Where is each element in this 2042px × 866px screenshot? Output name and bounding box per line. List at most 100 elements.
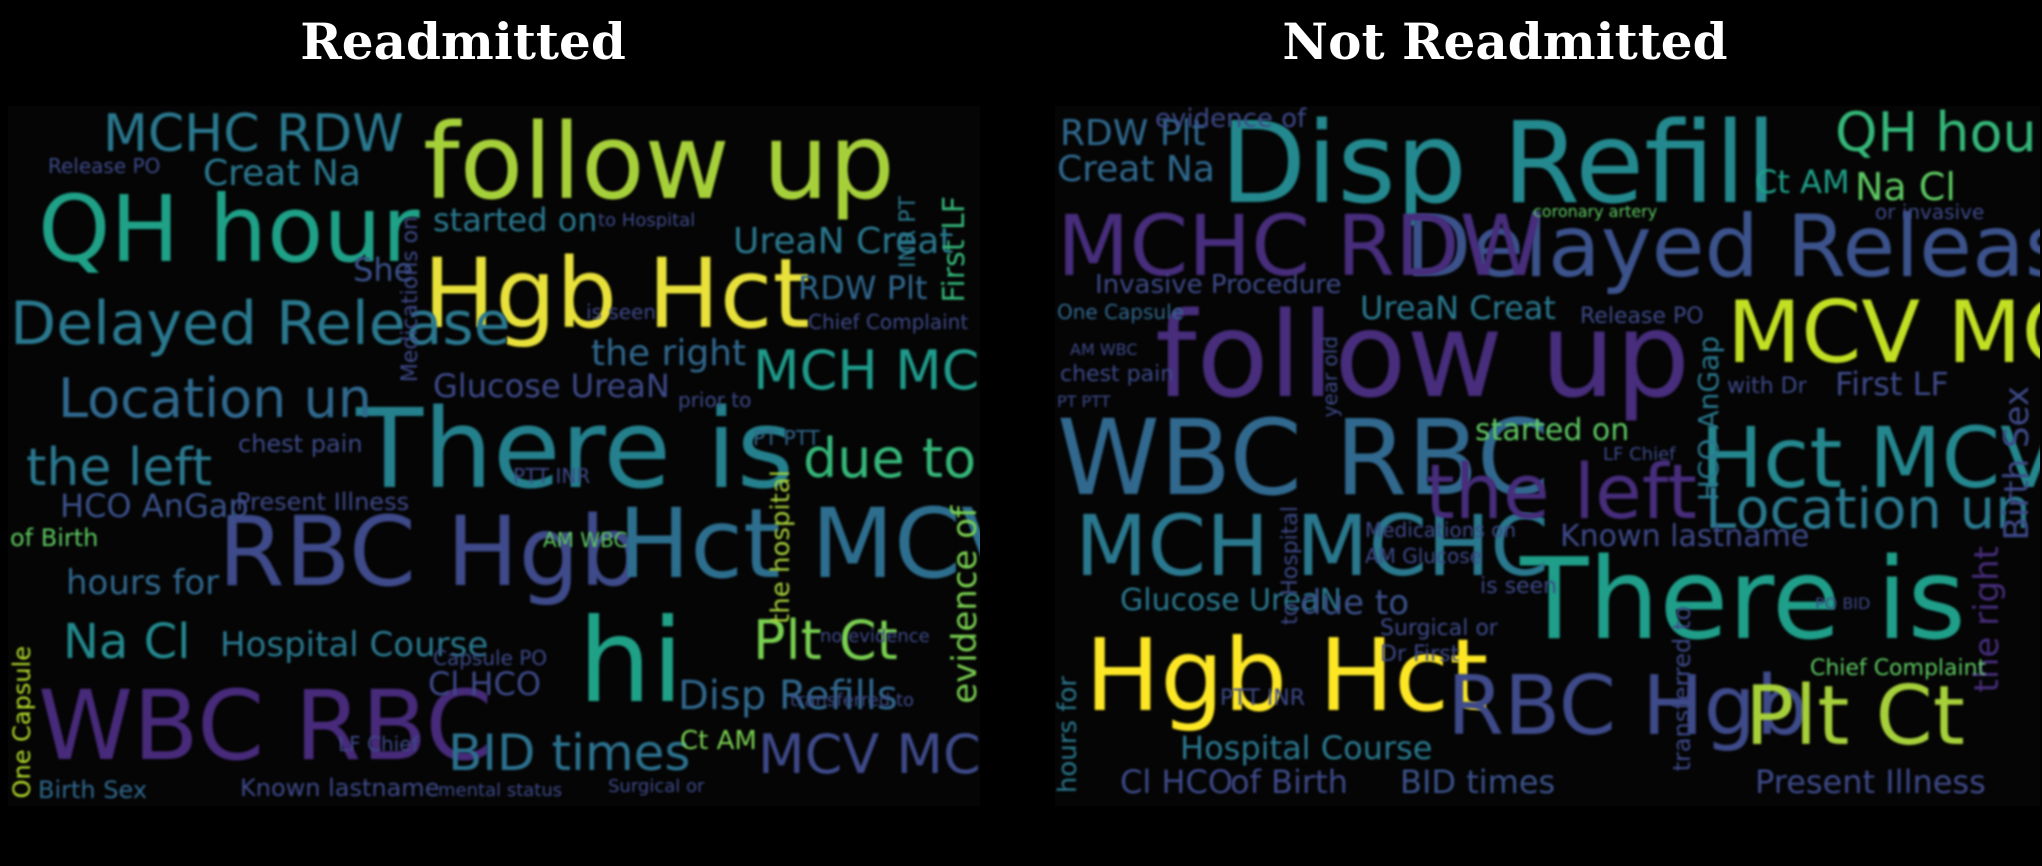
word: MCV MCH [758, 723, 980, 786]
word: with Dr [1727, 374, 1807, 399]
word: RBC Hgb [1447, 659, 1808, 754]
word: due to [803, 427, 977, 490]
word: Disp Refill [1220, 106, 1777, 229]
word: Delayed Release [1405, 197, 2040, 297]
word: Surgical or [608, 776, 705, 797]
word: evidence of [1155, 106, 1307, 134]
word: Cl HCO [428, 665, 541, 703]
word: QH hour [38, 176, 420, 283]
word: Invasive Procedure [1095, 270, 1342, 300]
word: Disp Refills [678, 673, 898, 719]
word: the hospital [766, 470, 796, 624]
word: HCO AnGap [60, 487, 249, 525]
word: There is [1520, 535, 1966, 665]
word: Location un [58, 367, 373, 430]
word: Present Illness [236, 488, 410, 516]
word: Chief Complaint [1810, 656, 1987, 681]
word: QH hour [1835, 106, 2040, 164]
word: MCH MCHC [1075, 497, 1549, 595]
word: year old [1318, 336, 1342, 418]
word: Known lastname [1560, 519, 1810, 554]
word: started on [1475, 413, 1630, 448]
word: hi [578, 594, 684, 729]
word: transferred to [790, 690, 915, 711]
word: Present Illness [1755, 763, 1986, 801]
word: PT PTT [1057, 392, 1111, 411]
word: the right [591, 333, 747, 374]
word: is seen [1480, 574, 1558, 599]
word: is seen [586, 300, 657, 324]
word: Hct MCV [1700, 409, 2040, 507]
word: Hgb Hct [423, 238, 811, 350]
word: PO BID [1815, 594, 1871, 613]
readmitted-word-cloud: follow up QH hour Hgb Hct There is hi WB… [8, 106, 980, 806]
word: transferred to [1668, 606, 1696, 772]
word: One Capsule [1057, 300, 1184, 324]
word: RDW Plt [798, 269, 928, 307]
word: prior to [678, 388, 752, 412]
word: She [353, 251, 414, 289]
not-readmitted-word-cloud: Disp Refill follow up Delayed Release MC… [1055, 106, 2040, 806]
word: Na Cl [1855, 165, 1956, 209]
readmitted-title: Readmitted [300, 12, 626, 71]
word: to Hospital [1278, 506, 1303, 625]
word: Glucose UreaN [1120, 583, 1342, 618]
word: Medications on [1365, 518, 1517, 542]
word: Hospital Course [1180, 729, 1433, 767]
word: MCHC RDW [1057, 197, 1543, 295]
word: AM Glucose [1365, 544, 1482, 568]
word: MCH MCHC [753, 339, 980, 402]
word: hours for [1055, 676, 1083, 794]
word: follow up [423, 106, 895, 223]
word: There is [356, 385, 794, 513]
word: Known lastname [240, 774, 440, 802]
word: Glucose UreaN [433, 367, 670, 405]
word: no evidence [820, 626, 930, 647]
word: coronary artery [1533, 202, 1658, 221]
word: Creat Na [1057, 149, 1215, 190]
word: RDW Plt [1060, 113, 1206, 154]
word: the left [1425, 447, 1697, 536]
word: Chief Complaint [808, 310, 969, 334]
word: started on [433, 201, 598, 239]
word: Hgb Hct [1085, 617, 1489, 734]
word: Surgical or [1380, 616, 1498, 641]
word: chest pain [238, 430, 363, 458]
word: due to [1300, 583, 1409, 623]
word: or invasive [1875, 200, 1985, 224]
word: mental status [438, 780, 563, 801]
word: chest pain [1060, 362, 1175, 387]
word: PTT INR [1220, 686, 1305, 711]
word: of Birth [10, 524, 99, 552]
word: MCHC RDW [103, 106, 404, 164]
word: Release PO [1580, 304, 1704, 329]
word: First LF [1835, 365, 1949, 403]
word: UreaN Creat [733, 221, 954, 262]
word: BID times [448, 724, 691, 782]
word: to Hospital [598, 210, 696, 231]
word: MCV MCH [1727, 283, 2040, 383]
word: follow up [1155, 286, 1691, 424]
word: Cl HCO [1120, 763, 1233, 801]
word: Medications on [398, 216, 423, 383]
word: INR PT [896, 196, 921, 268]
not-readmitted-title: Not Readmitted [1282, 12, 1728, 71]
word: UreaN Creat [1360, 289, 1556, 327]
word: Release PO [48, 154, 161, 178]
word: LF Chief [1603, 444, 1676, 465]
word: Dr First [1380, 642, 1460, 667]
word: Hct MCV [618, 488, 980, 600]
word: Hospital Course [220, 625, 489, 665]
word: PTT INR [513, 464, 591, 488]
word: Plt Ct [1745, 669, 1965, 764]
word: Location un [1705, 477, 2031, 542]
word: RBC Hgb [218, 496, 641, 608]
word: hours for [66, 563, 220, 603]
word: Ct AM [1755, 163, 1850, 201]
word: WBC RBC [1057, 397, 1550, 519]
word: LF Chief [338, 732, 419, 756]
word: First LF [937, 196, 972, 303]
word: Birth Sex [38, 776, 148, 804]
word: the left [26, 438, 213, 498]
